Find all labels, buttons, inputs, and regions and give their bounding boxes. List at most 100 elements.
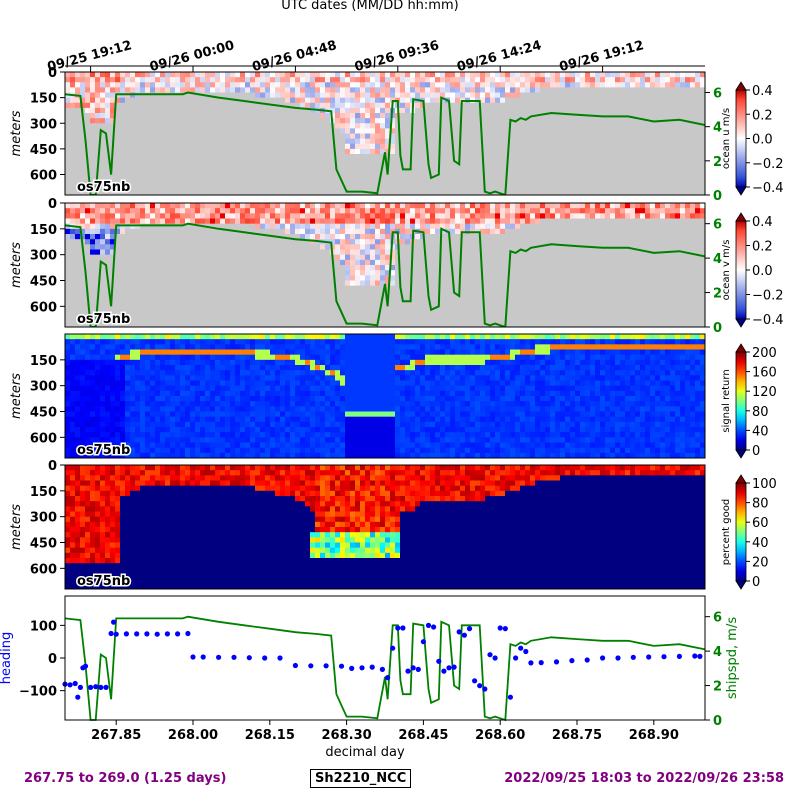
colorbar-tick-label: 0.4 bbox=[752, 84, 773, 99]
heading-point bbox=[154, 631, 160, 637]
panel-frame bbox=[64, 71, 706, 196]
colorbar-tick-label: 60 bbox=[752, 516, 769, 531]
heading-point bbox=[72, 680, 78, 687]
heading-point bbox=[231, 654, 237, 660]
colorbar-max-arrow bbox=[735, 343, 747, 353]
heading-point bbox=[431, 624, 437, 630]
heading-point bbox=[111, 619, 117, 625]
top-axis-tick-label: 09/26 00:00 bbox=[148, 38, 236, 75]
y-tick-label: 600 bbox=[30, 300, 57, 315]
shipspeed-line bbox=[65, 222, 705, 327]
colorbar-min-arrow bbox=[735, 186, 747, 196]
x-axis-label: decimal day bbox=[325, 745, 405, 760]
colorbar-min-arrow bbox=[735, 318, 747, 328]
heading-point bbox=[385, 675, 391, 681]
heatmap-cells bbox=[65, 465, 705, 589]
top-axis-tick-label: 09/26 04:48 bbox=[251, 38, 339, 75]
heading-point bbox=[441, 668, 447, 674]
heading-point bbox=[410, 665, 416, 671]
heading-point bbox=[472, 678, 478, 684]
y-tick-label: 450 bbox=[30, 537, 57, 552]
y-tick-label: −100 bbox=[19, 685, 57, 700]
heading-point bbox=[523, 648, 529, 655]
colorbar-tick-label: −0.2 bbox=[752, 157, 784, 172]
colorbar-tick-label: 0.0 bbox=[752, 133, 773, 148]
shipspeed-axis-label: shipspd, m/s bbox=[725, 617, 740, 699]
cruise-name-box: Sh2210_NCC bbox=[310, 769, 412, 788]
heading-point bbox=[466, 626, 473, 632]
colorbar bbox=[735, 482, 747, 582]
x-tick-label: 267.85 bbox=[91, 728, 141, 743]
heading-point bbox=[262, 655, 268, 661]
instrument-label: os75nb bbox=[77, 312, 130, 327]
y-tick-label: 0 bbox=[48, 459, 57, 474]
colorbar-label: ocean u m/s bbox=[721, 108, 732, 169]
heading-point bbox=[487, 652, 493, 658]
heatmap-cells bbox=[65, 203, 705, 327]
heading-point bbox=[420, 639, 426, 645]
panel-frame bbox=[64, 333, 706, 459]
panel-ocean_v: 0 150 300 450 600 meters os75nb 6 4 2 0 0.4 0.2 0.0 −0… bbox=[9, 197, 784, 336]
heading-point bbox=[93, 684, 99, 690]
heading-point bbox=[661, 654, 667, 660]
colorbar-tick-label: 100 bbox=[752, 477, 777, 492]
colorbar bbox=[735, 89, 747, 188]
decimal-day-range: 267.75 to 269.0 (1.25 days) bbox=[24, 771, 227, 786]
heading-point bbox=[446, 665, 452, 671]
heading-axis-label: heading bbox=[0, 632, 14, 685]
heading-point bbox=[615, 655, 621, 661]
right-tick-label: 4 bbox=[713, 252, 722, 267]
colorbar-tick-label: 40 bbox=[752, 536, 769, 551]
y-tick-label: 600 bbox=[30, 562, 57, 577]
heading-point bbox=[323, 663, 329, 669]
heatmap-cells bbox=[65, 334, 705, 458]
heading-point bbox=[123, 631, 129, 637]
right-tick-label: 0 bbox=[713, 321, 722, 336]
colorbar-tick-label: 0.0 bbox=[752, 264, 773, 279]
heading-point bbox=[338, 663, 345, 669]
heading-point bbox=[395, 625, 401, 631]
y-tick-label: 0 bbox=[48, 66, 57, 81]
right-tick-label: 0 bbox=[713, 714, 722, 729]
colorbar bbox=[735, 220, 747, 320]
heading-point bbox=[482, 686, 488, 692]
instrument-label: os75nb bbox=[77, 574, 130, 589]
heading-point bbox=[277, 655, 283, 661]
panel-signal_return: 150 300 450 600 meters os75nb 200 160 120 80 40 0 si… bbox=[9, 333, 777, 460]
heading-point bbox=[436, 658, 442, 664]
x-tick-label: 268.90 bbox=[629, 728, 679, 743]
right-tick-label: 6 bbox=[713, 87, 722, 102]
colorbar-tick-label: 0.2 bbox=[752, 108, 773, 123]
y-axis-label: meters bbox=[9, 373, 24, 419]
heading-point bbox=[379, 666, 385, 673]
heatmap-cells bbox=[65, 72, 705, 195]
x-tick-label: 268.30 bbox=[322, 728, 372, 743]
heading-point bbox=[630, 654, 636, 660]
colorbar-tick-label: 160 bbox=[752, 366, 777, 381]
colorbar-label: signal return bbox=[721, 369, 732, 432]
colorbar-max-arrow bbox=[735, 212, 747, 222]
heading-point bbox=[692, 653, 698, 659]
colorbar-tick-label: 0 bbox=[752, 575, 760, 590]
shipspeed-line bbox=[65, 91, 705, 195]
heading-point bbox=[369, 664, 375, 670]
y-axis-label: meters bbox=[9, 110, 24, 156]
y-tick-label: 150 bbox=[30, 485, 57, 500]
heading-point bbox=[190, 654, 196, 660]
right-tick-label: 6 bbox=[713, 218, 722, 233]
heading-point bbox=[292, 662, 298, 669]
heading-point bbox=[103, 684, 109, 691]
heading-point bbox=[349, 665, 355, 672]
y-tick-label: 300 bbox=[30, 380, 57, 395]
heading-point bbox=[569, 658, 575, 664]
colorbar-tick-label: 0 bbox=[752, 444, 760, 459]
heading-point bbox=[425, 622, 432, 629]
top-axis-tick-label: 09/26 19:12 bbox=[558, 38, 646, 75]
heading-point bbox=[600, 655, 606, 661]
colorbar-tick-label: 40 bbox=[752, 424, 769, 439]
heading-point bbox=[507, 694, 513, 700]
x-tick-label: 268.75 bbox=[552, 728, 602, 743]
